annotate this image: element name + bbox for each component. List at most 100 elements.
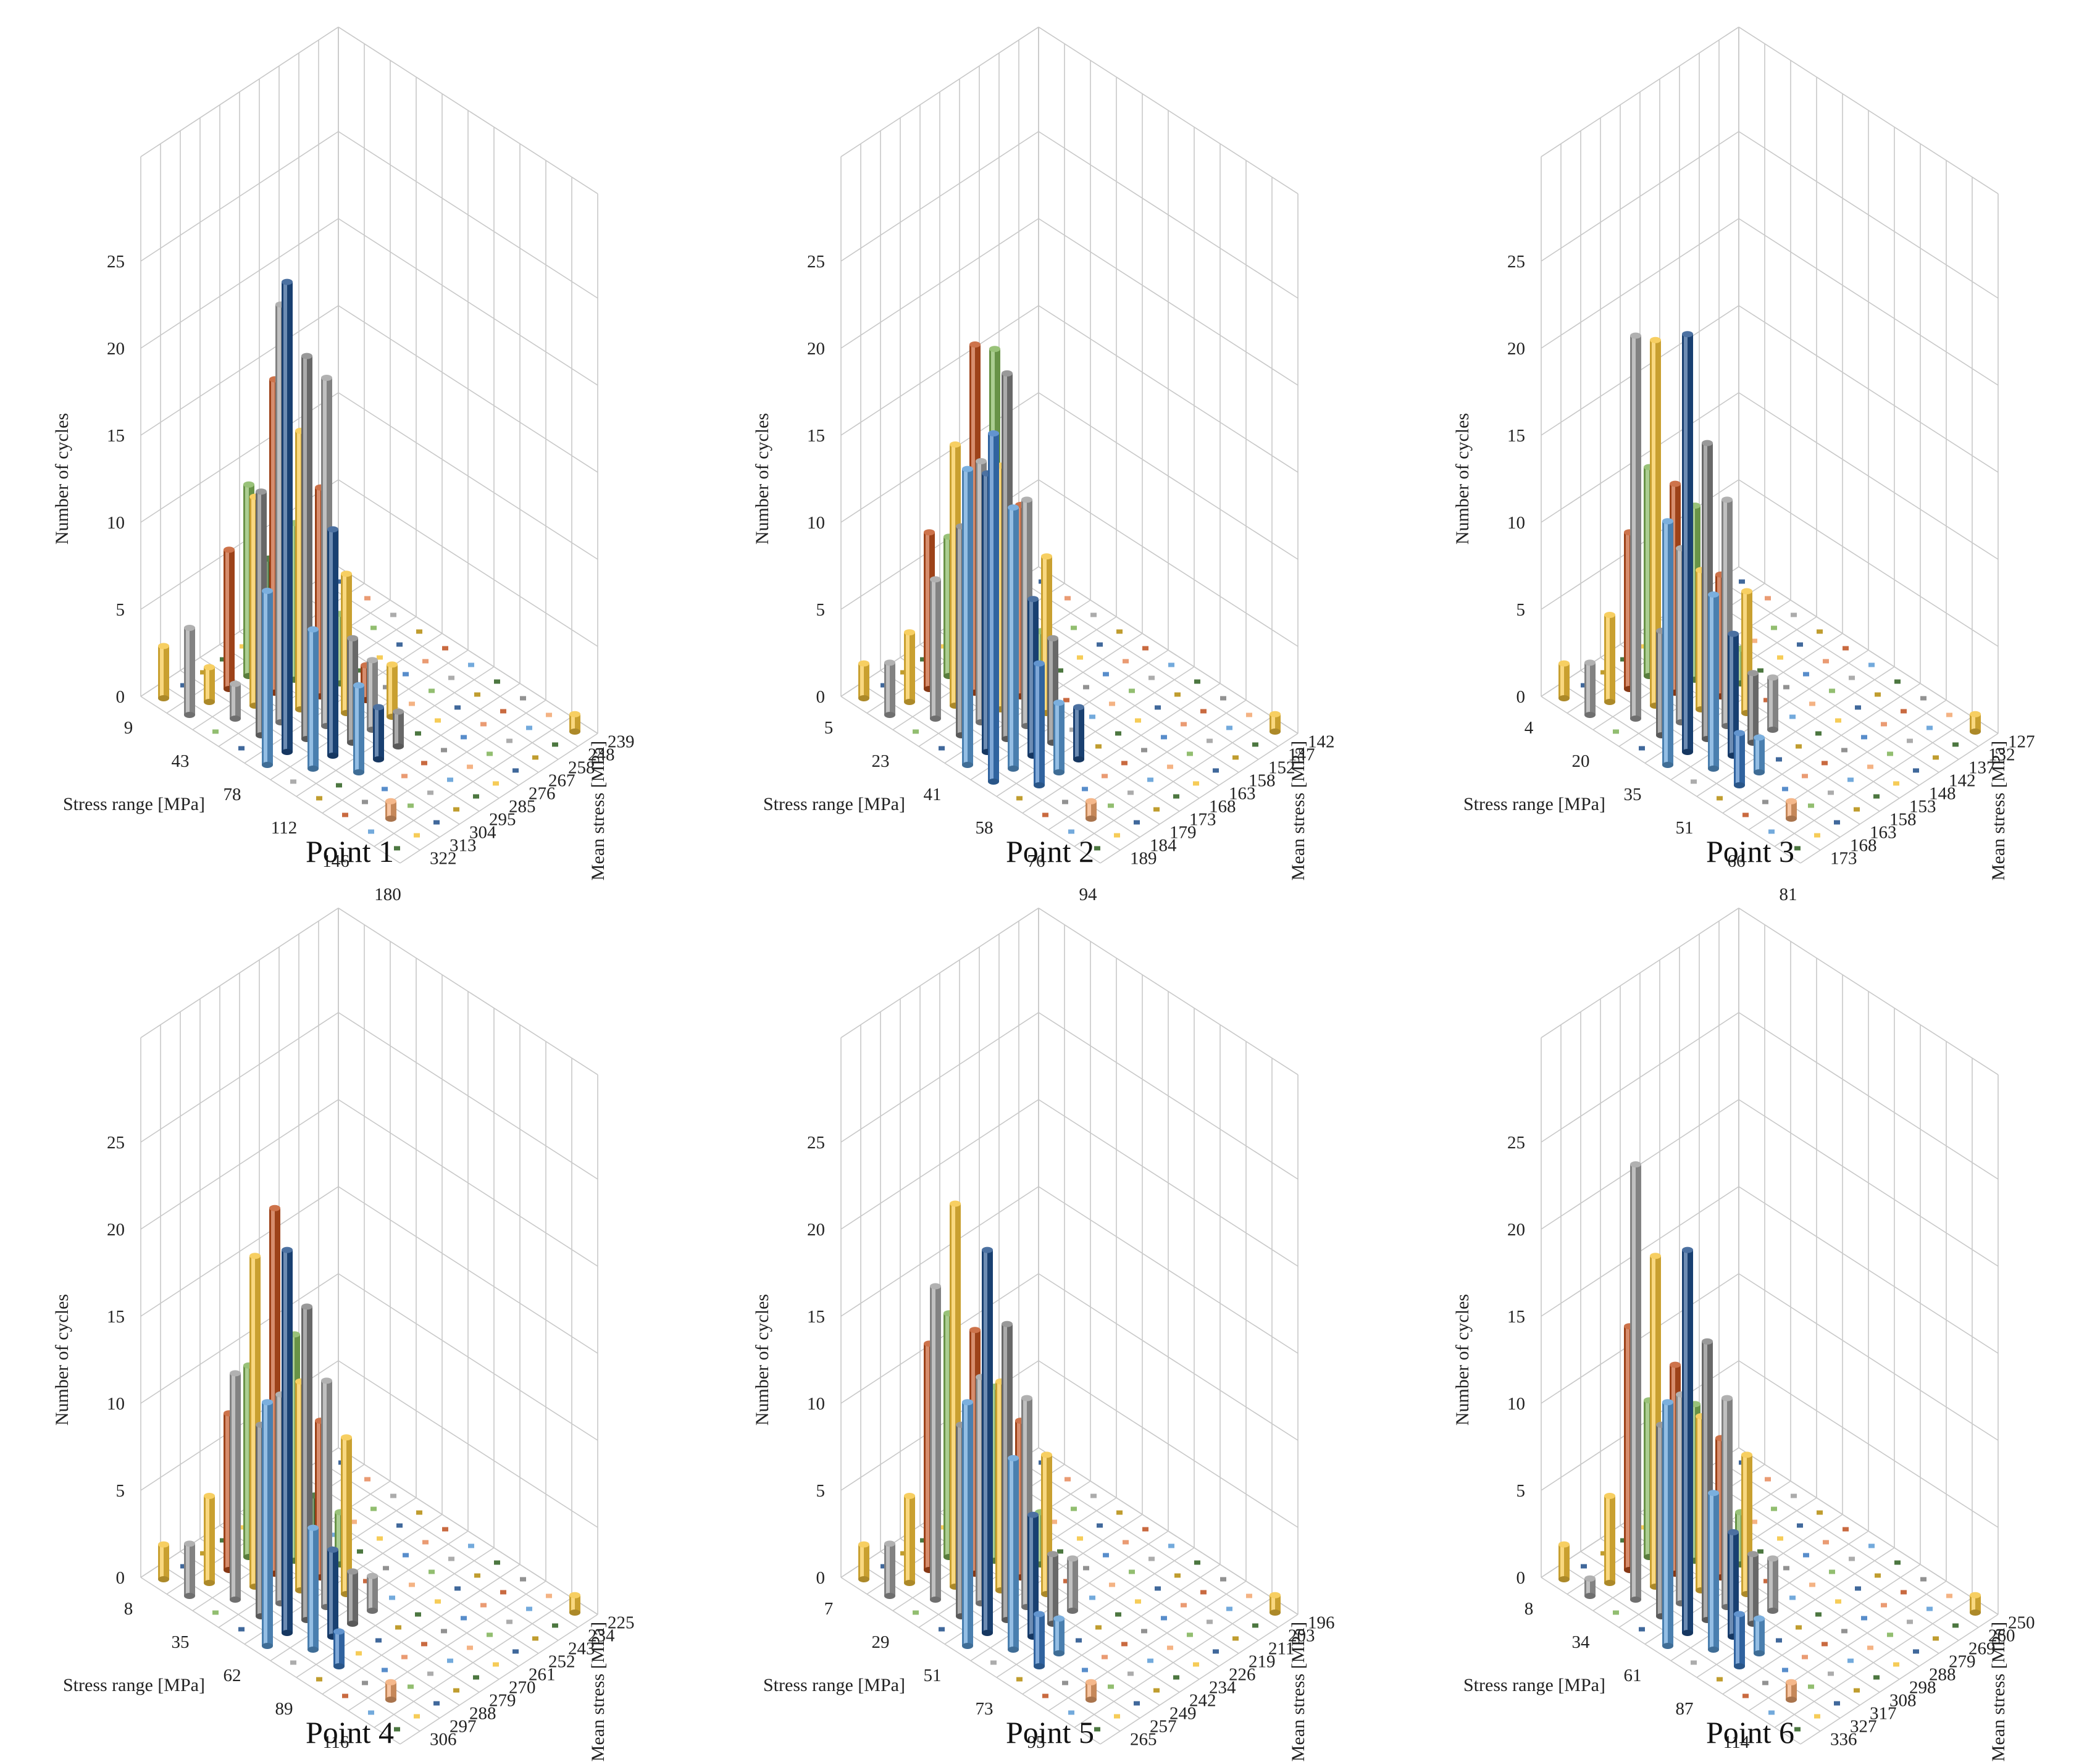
floor-mark — [238, 746, 245, 751]
y-axis-label: Mean stress [MPa] — [1288, 1622, 1308, 1762]
bar-highlight — [958, 526, 961, 735]
bar — [904, 1493, 915, 1586]
bar-highlight — [1606, 615, 1610, 702]
bar-top — [341, 570, 352, 577]
bar — [1008, 1455, 1019, 1653]
floor-mark — [442, 1527, 448, 1532]
y-axis-label: Mean stress [MPa] — [1988, 741, 2009, 881]
floor-mark — [1123, 1540, 1129, 1545]
floor-mark — [1823, 1540, 1829, 1545]
floor-mark — [1187, 1632, 1193, 1637]
bar-base — [1270, 1610, 1281, 1616]
bar-top — [1734, 730, 1745, 737]
floor-mark — [1926, 1606, 1933, 1611]
floor-mark — [408, 803, 414, 808]
bar-base — [1786, 816, 1797, 822]
z-axis-label: Number of cycles — [1452, 1294, 1473, 1426]
y-tick-label: 234 — [1209, 1678, 1236, 1698]
bar-highlight — [369, 660, 372, 730]
floor-gridline — [840, 1577, 1101, 1745]
z-tick-label: 0 — [1516, 1568, 1526, 1588]
y-axis-label: Mean stress [MPa] — [1988, 1622, 2009, 1762]
bar-base — [1008, 1647, 1019, 1653]
bar-top — [1002, 1321, 1013, 1327]
floor-mark — [1155, 705, 1161, 710]
bar — [858, 660, 869, 701]
floor-gridline — [318, 1460, 579, 1628]
floor-mark — [180, 1564, 186, 1569]
bar — [988, 430, 999, 785]
bar-top — [1747, 670, 1759, 677]
floor-mark — [1757, 1549, 1763, 1554]
floor-mark — [421, 761, 427, 766]
floor-gridline — [140, 696, 401, 864]
floor-mark — [1933, 1636, 1939, 1641]
bar-highlight — [343, 574, 346, 713]
bar-highlight — [1769, 1558, 1773, 1611]
z-tick-label: 0 — [116, 1568, 125, 1588]
bar-base — [184, 1593, 195, 1599]
floor-mark — [1640, 644, 1646, 649]
floor-mark — [453, 1688, 459, 1693]
floor-mark — [1194, 679, 1200, 684]
floor-gridline — [1560, 683, 1821, 851]
floor-mark — [1141, 1629, 1147, 1634]
floor-mark — [1873, 1675, 1880, 1680]
floor-mark — [474, 692, 480, 697]
bar-highlight — [997, 1381, 1001, 1590]
bar-highlight — [343, 1437, 346, 1594]
y-tick-label: 184 — [1150, 836, 1177, 856]
bar-highlight — [271, 379, 275, 693]
bar-base — [1970, 1610, 1981, 1616]
bar-highlight — [277, 304, 281, 722]
floor-mark — [1817, 629, 1823, 634]
bar-highlight — [232, 683, 235, 719]
y-tick-label: 163 — [1229, 784, 1256, 804]
floor-mark — [461, 735, 467, 740]
z-axis-label: Number of cycles — [52, 413, 72, 545]
floor-mark — [1620, 1538, 1626, 1543]
bar-base — [393, 743, 404, 749]
floor-mark — [377, 655, 383, 660]
bar-highlight — [1736, 1614, 1739, 1666]
floor-mark — [1796, 744, 1802, 749]
floor-mark — [364, 1477, 370, 1482]
bar-base — [1008, 766, 1019, 772]
bar-base — [1034, 782, 1045, 788]
bar-top — [1053, 1615, 1065, 1622]
bar-top — [347, 635, 358, 641]
bar-highlight — [335, 1631, 339, 1666]
floor-mark — [1168, 662, 1174, 667]
floor-mark — [448, 1556, 454, 1561]
bar-highlight — [1749, 673, 1753, 743]
bar-top — [1670, 480, 1681, 487]
bar-top — [230, 1370, 241, 1377]
floor-mark — [427, 790, 433, 795]
bar — [1604, 612, 1615, 705]
bar-top — [989, 346, 1000, 353]
floor-mark — [429, 688, 435, 693]
floor-mark — [1952, 1623, 1959, 1628]
floor-mark — [1762, 800, 1768, 804]
bar-highlight — [958, 1424, 961, 1616]
floor-mark — [520, 1577, 526, 1582]
floor-mark — [1083, 1566, 1089, 1571]
floor-mark — [473, 1675, 479, 1680]
bar-highlight — [1632, 1164, 1636, 1600]
bar — [367, 1572, 378, 1614]
floor-mark — [1181, 722, 1187, 727]
floor-mark — [474, 1573, 480, 1578]
y-tick-label: 265 — [1130, 1730, 1157, 1750]
floor-mark — [1751, 638, 1757, 643]
bar-top — [301, 353, 312, 359]
floor-mark — [1097, 1523, 1103, 1528]
floor-mark — [1739, 579, 1745, 584]
bar-highlight — [1684, 334, 1688, 752]
floor-gridline — [338, 566, 598, 734]
floor-mark — [375, 1638, 382, 1643]
bar-top — [333, 1628, 345, 1635]
bar-top — [373, 704, 384, 711]
bar-base — [1584, 712, 1596, 718]
floor-mark — [368, 829, 374, 834]
y-tick-label: 288 — [1929, 1665, 1956, 1685]
